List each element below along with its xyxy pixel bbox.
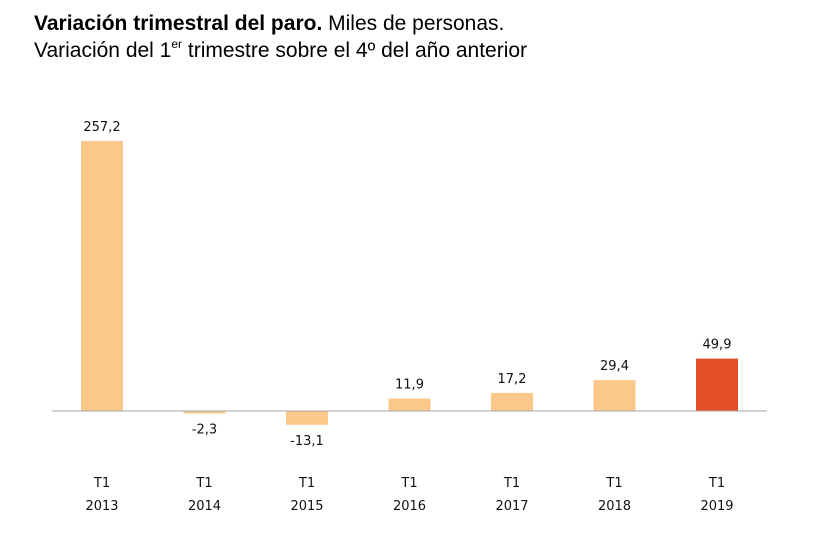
bar (81, 140, 123, 411)
x-tick-label: T1 (93, 476, 110, 491)
x-tick-label: 2015 (290, 499, 323, 514)
x-tick-label: 2013 (85, 499, 118, 514)
x-tick-label: T1 (195, 476, 212, 491)
bar (696, 358, 738, 411)
title-normal: Miles de personas. (322, 12, 505, 35)
bar (183, 411, 226, 414)
data-label: 49,9 (703, 338, 732, 353)
subtitle-sup: er (171, 37, 183, 51)
subtitle: Variación del 1er trimestre sobre el 4º … (34, 37, 527, 64)
x-tick-label: 2018 (598, 499, 631, 514)
x-tick-label: T1 (298, 476, 315, 491)
x-tick-label: T1 (708, 476, 725, 491)
data-label: 257,2 (83, 120, 120, 135)
x-tick-label: 2019 (700, 499, 733, 514)
data-label: -13,1 (290, 434, 324, 449)
x-tick-label: 2014 (188, 499, 221, 514)
title-bold: Variación trimestral del paro. (34, 12, 323, 35)
data-label: 11,9 (395, 378, 424, 393)
subtitle-pre: Variación del 1 (34, 39, 172, 62)
x-tick-label: T1 (503, 476, 520, 491)
bar (388, 398, 431, 411)
bar (491, 392, 533, 411)
data-label: -2,3 (192, 422, 217, 437)
chart-title: Variación trimestral del paro. Miles de … (34, 10, 527, 64)
x-tick-label: T1 (400, 476, 417, 491)
data-label: 17,2 (498, 372, 527, 387)
x-tick-label: 2017 (495, 499, 528, 514)
bar (286, 411, 328, 425)
data-label: 29,4 (600, 359, 629, 374)
subtitle-post: trimestre sobre el 4º del año anterior (182, 39, 528, 62)
bar (593, 380, 636, 411)
title-line-1: Variación trimestral del paro. Miles de … (34, 10, 527, 37)
x-tick-label: 2016 (393, 499, 426, 514)
x-tick-label: T1 (605, 476, 622, 491)
